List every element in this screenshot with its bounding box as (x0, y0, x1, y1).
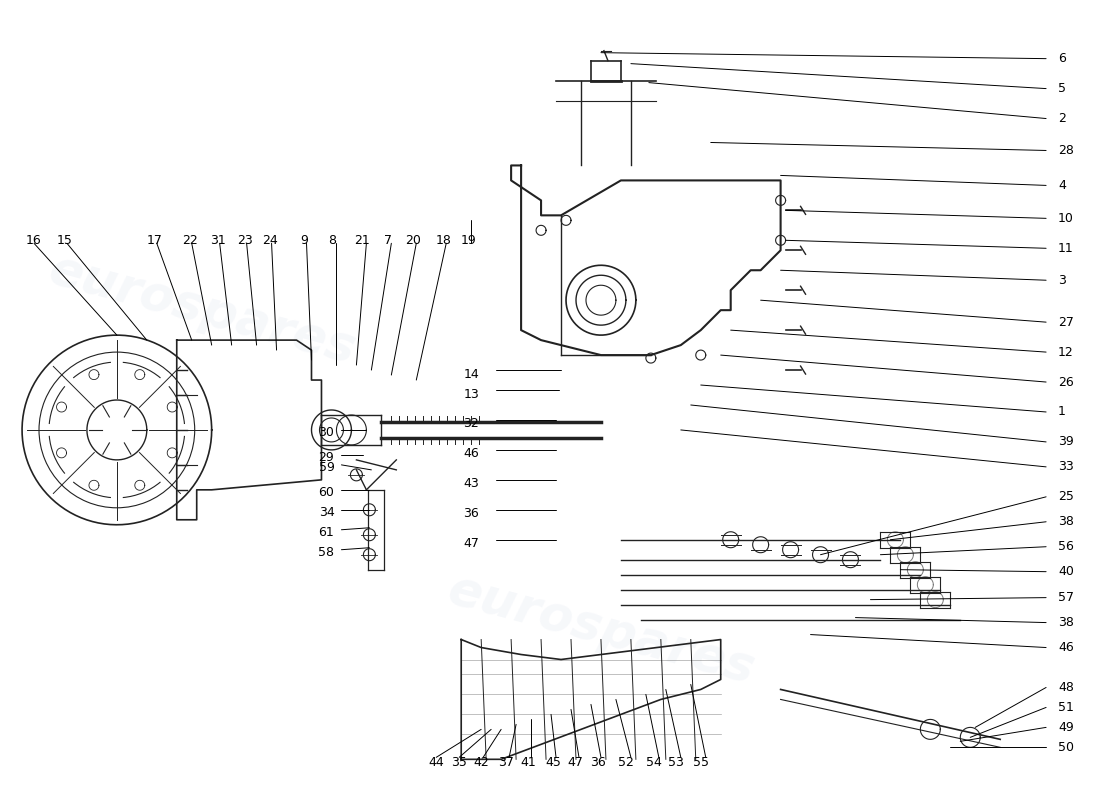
Text: 56: 56 (1058, 540, 1074, 554)
Text: 32: 32 (463, 418, 480, 430)
Text: 11: 11 (1058, 242, 1074, 254)
Text: 46: 46 (463, 447, 480, 460)
Text: 24: 24 (262, 234, 277, 247)
Text: 49: 49 (1058, 721, 1074, 734)
Text: 20: 20 (406, 234, 421, 247)
Text: 19: 19 (460, 234, 476, 247)
Text: 41: 41 (520, 756, 536, 769)
Text: 48: 48 (1058, 681, 1074, 694)
Text: 38: 38 (1058, 515, 1074, 528)
Text: 60: 60 (319, 486, 334, 499)
Text: 45: 45 (546, 756, 561, 769)
Text: 59: 59 (319, 462, 334, 474)
Text: 51: 51 (1058, 701, 1074, 714)
Text: 17: 17 (147, 234, 163, 247)
Text: 52: 52 (618, 756, 634, 769)
Text: 23: 23 (236, 234, 253, 247)
Text: 53: 53 (668, 756, 684, 769)
Text: 18: 18 (436, 234, 451, 247)
Text: 10: 10 (1058, 212, 1074, 225)
Text: 35: 35 (451, 756, 468, 769)
Text: 3: 3 (1058, 274, 1066, 286)
Text: 61: 61 (319, 526, 334, 539)
Text: 12: 12 (1058, 346, 1074, 358)
Text: 36: 36 (590, 756, 606, 769)
Text: 25: 25 (1058, 490, 1074, 503)
Text: 5: 5 (1058, 82, 1066, 95)
Text: 6: 6 (1058, 52, 1066, 65)
Text: eurospares: eurospares (43, 246, 361, 374)
Text: 55: 55 (693, 756, 708, 769)
Text: 21: 21 (354, 234, 371, 247)
Text: 34: 34 (319, 506, 334, 519)
Text: 39: 39 (1058, 435, 1074, 449)
Text: 4: 4 (1058, 179, 1066, 192)
Text: 46: 46 (1058, 641, 1074, 654)
Text: 16: 16 (26, 234, 42, 247)
Text: 29: 29 (319, 451, 334, 464)
Text: 43: 43 (463, 478, 480, 490)
Text: 27: 27 (1058, 316, 1074, 329)
Text: 28: 28 (1058, 144, 1074, 157)
Text: 14: 14 (463, 367, 480, 381)
Text: 37: 37 (498, 756, 514, 769)
Text: 1: 1 (1058, 406, 1066, 418)
Text: 38: 38 (1058, 616, 1074, 629)
Text: 22: 22 (182, 234, 198, 247)
Text: 40: 40 (1058, 565, 1074, 578)
Text: 26: 26 (1058, 375, 1074, 389)
Text: 7: 7 (384, 234, 393, 247)
Text: 58: 58 (319, 546, 334, 559)
Text: 44: 44 (428, 756, 444, 769)
Text: 8: 8 (329, 234, 337, 247)
Text: 54: 54 (646, 756, 662, 769)
Text: 47: 47 (463, 538, 480, 550)
Text: 31: 31 (210, 234, 225, 247)
Text: eurospares: eurospares (442, 566, 760, 694)
Text: 13: 13 (463, 387, 480, 401)
Text: 36: 36 (463, 507, 480, 520)
Text: 57: 57 (1058, 591, 1074, 604)
Text: 15: 15 (57, 234, 73, 247)
Text: 47: 47 (568, 756, 583, 769)
Text: 50: 50 (1058, 741, 1074, 754)
Text: 2: 2 (1058, 112, 1066, 125)
Text: 33: 33 (1058, 460, 1074, 474)
Text: 30: 30 (319, 426, 334, 439)
Text: 42: 42 (473, 756, 490, 769)
Text: 9: 9 (300, 234, 308, 247)
